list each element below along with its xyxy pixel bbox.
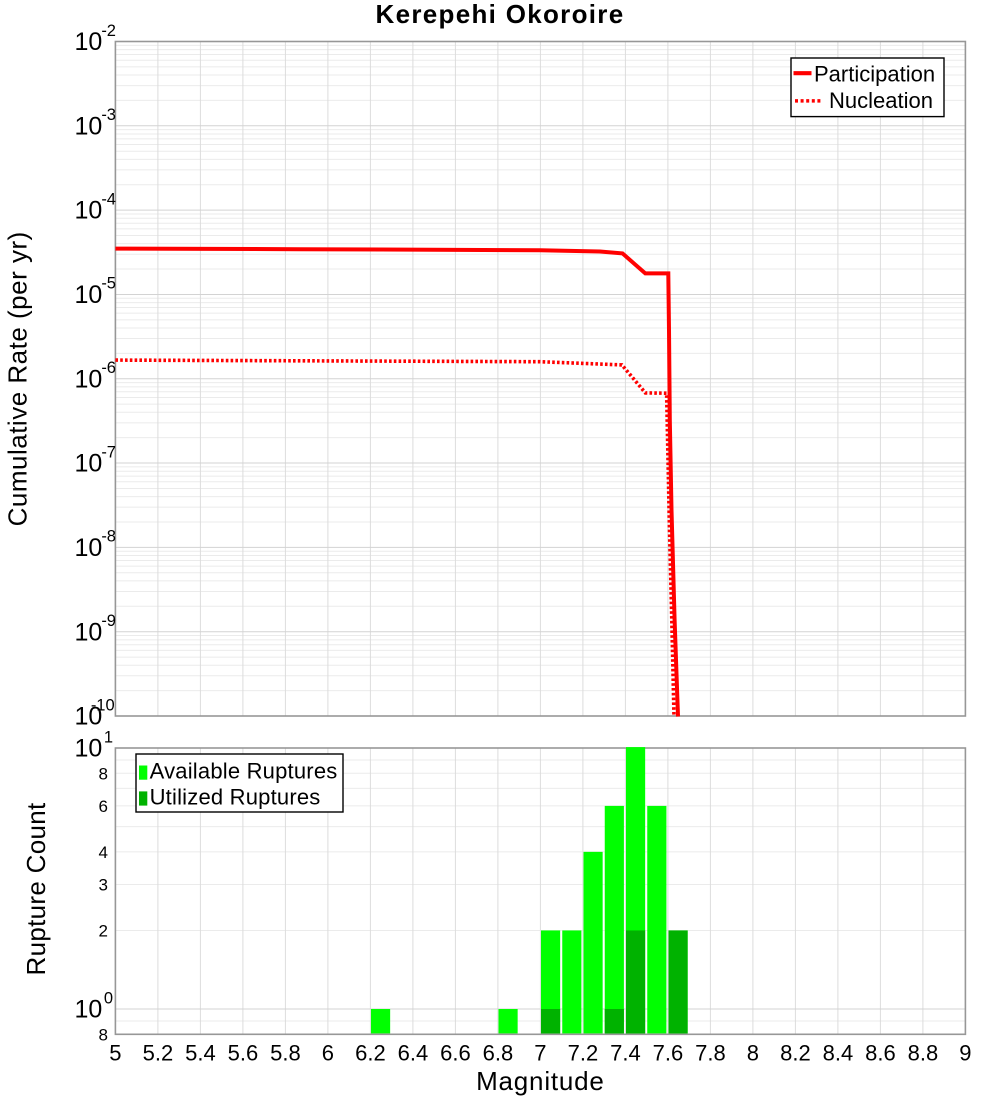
svg-text:5.6: 5.6 (228, 1041, 259, 1066)
svg-text:7.4: 7.4 (610, 1041, 641, 1066)
svg-text:10-2: 10-2 (75, 22, 116, 56)
svg-text:Nucleation: Nucleation (829, 88, 933, 113)
svg-text:8: 8 (99, 765, 108, 784)
svg-text:7.8: 7.8 (695, 1041, 726, 1066)
svg-text:6.6: 6.6 (440, 1041, 471, 1066)
svg-text:3: 3 (99, 876, 108, 895)
svg-text:Participation: Participation (814, 61, 935, 86)
svg-text:8.2: 8.2 (780, 1041, 811, 1066)
svg-text:5.8: 5.8 (270, 1041, 301, 1066)
svg-text:8: 8 (99, 1026, 108, 1045)
svg-text:6.2: 6.2 (355, 1041, 386, 1066)
svg-text:Available Ruptures: Available Ruptures (150, 759, 338, 784)
svg-text:5: 5 (109, 1041, 121, 1066)
svg-text:8.6: 8.6 (865, 1041, 896, 1066)
svg-text:10-7: 10-7 (75, 443, 116, 477)
svg-text:6.4: 6.4 (398, 1041, 429, 1066)
svg-text:7.2: 7.2 (568, 1041, 599, 1066)
svg-text:Magnitude: Magnitude (476, 1066, 605, 1096)
svg-text:2: 2 (99, 922, 108, 941)
svg-text:10-8: 10-8 (75, 528, 116, 562)
svg-text:8.8: 8.8 (908, 1041, 939, 1066)
svg-text:9: 9 (959, 1041, 971, 1066)
svg-text:4: 4 (99, 843, 108, 862)
svg-text:8: 8 (747, 1041, 759, 1066)
svg-text:Cumulative Rate (per yr): Cumulative Rate (per yr) (3, 231, 33, 526)
svg-text:5.2: 5.2 (143, 1041, 174, 1066)
svg-text:5.4: 5.4 (185, 1041, 216, 1066)
svg-text:6.8: 6.8 (483, 1041, 514, 1066)
svg-text:6: 6 (322, 1041, 334, 1066)
svg-text:10-10: 10-10 (75, 696, 115, 730)
svg-text:7: 7 (534, 1041, 546, 1066)
svg-text:8.4: 8.4 (823, 1041, 854, 1066)
svg-text:Utilized Ruptures: Utilized Ruptures (150, 785, 321, 810)
svg-text:6: 6 (99, 797, 108, 816)
svg-text:Rupture Count: Rupture Count (21, 802, 51, 975)
svg-text:Kerepehi Okoroire: Kerepehi Okoroire (376, 0, 625, 29)
svg-text:7.6: 7.6 (653, 1041, 684, 1066)
